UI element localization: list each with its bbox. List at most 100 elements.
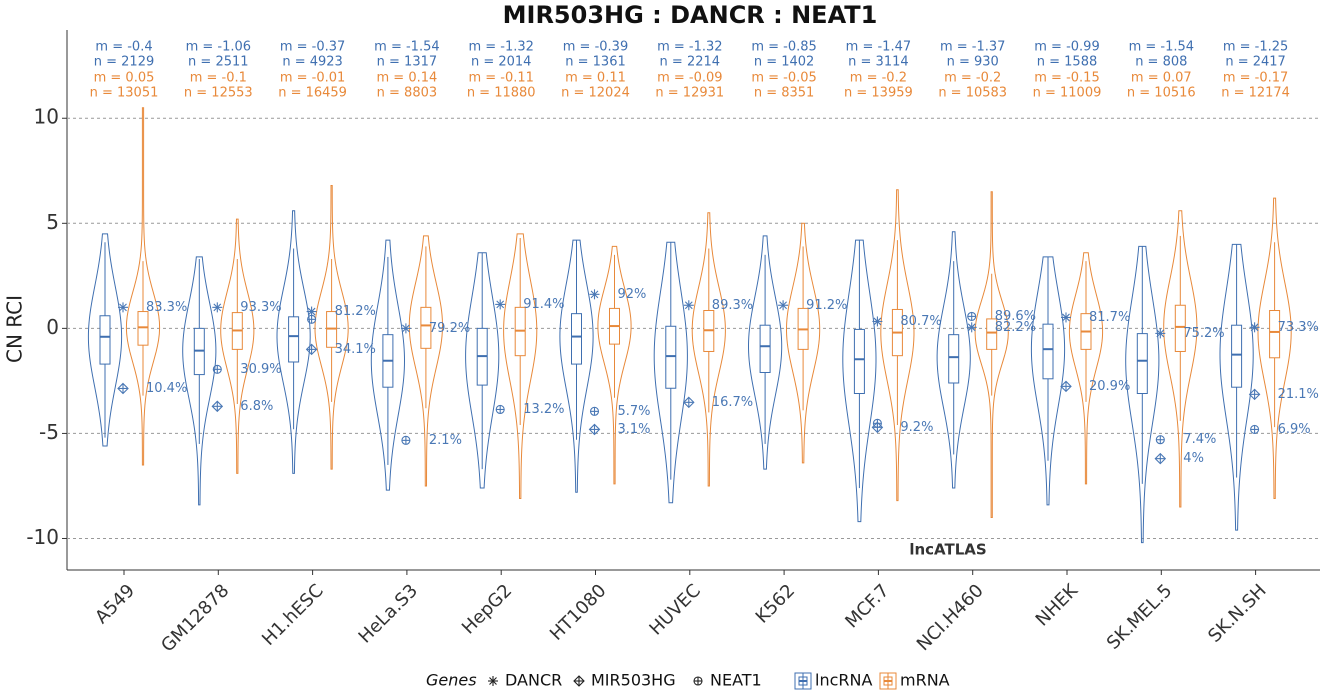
count-label: n = 1402 bbox=[754, 55, 814, 70]
count-label: n = 2511 bbox=[188, 55, 248, 70]
median-label: m = -1.06 bbox=[186, 40, 251, 55]
violin bbox=[748, 235, 783, 470]
gene-marker bbox=[573, 675, 585, 687]
marker-stroke bbox=[119, 303, 127, 312]
violin bbox=[1030, 256, 1066, 506]
violin bbox=[220, 218, 255, 474]
percent-label: 4% bbox=[1183, 451, 1204, 466]
gene-marker bbox=[967, 311, 977, 321]
gene-marker bbox=[683, 300, 694, 311]
gene-marker bbox=[683, 396, 695, 409]
percent-label: 80.7% bbox=[900, 314, 941, 329]
legend-title: Genes bbox=[426, 671, 477, 690]
median-label: m = -0.99 bbox=[1034, 40, 1099, 55]
gene-marker bbox=[212, 302, 223, 313]
gene-marker bbox=[488, 676, 498, 686]
gene-marker bbox=[1060, 380, 1072, 393]
marker-stroke bbox=[496, 300, 505, 309]
y-axis-label: CN RCI bbox=[3, 295, 27, 363]
median-label: m = -1.54 bbox=[374, 40, 439, 55]
percent-label: 79.2% bbox=[429, 321, 470, 336]
gene-marker bbox=[211, 400, 224, 413]
box bbox=[986, 318, 998, 350]
marker-stroke bbox=[590, 290, 599, 299]
violin bbox=[87, 233, 123, 447]
violin bbox=[370, 239, 406, 491]
violin bbox=[125, 107, 161, 466]
percent-label: 20.9% bbox=[1089, 379, 1130, 394]
percent-label: 81.7% bbox=[1089, 310, 1130, 325]
box bbox=[137, 311, 149, 346]
gene-marker bbox=[307, 314, 317, 324]
median-label: m = -1.25 bbox=[1223, 40, 1288, 55]
gene-marker bbox=[495, 404, 505, 415]
violin bbox=[503, 233, 538, 500]
gene-marker bbox=[693, 676, 703, 686]
legend-label: mRNA bbox=[900, 671, 950, 690]
median-label: m = 0.05 bbox=[94, 71, 155, 86]
count-label: n = 12174 bbox=[1221, 86, 1290, 101]
gene-marker bbox=[1154, 452, 1167, 465]
median-label: m = -0.09 bbox=[657, 71, 722, 86]
percent-label: 91.4% bbox=[523, 297, 564, 312]
legend-label: lncRNA bbox=[815, 671, 872, 690]
box bbox=[1042, 323, 1054, 380]
legend-label: MIR503HG bbox=[591, 671, 676, 690]
box bbox=[1136, 333, 1148, 395]
median-label: m = 0.11 bbox=[565, 71, 626, 86]
count-label: n = 12931 bbox=[655, 86, 724, 101]
median-label: m = -0.2 bbox=[850, 71, 907, 86]
legend-label: NEAT1 bbox=[710, 671, 762, 690]
marker-stroke bbox=[213, 303, 222, 312]
count-label: n = 1361 bbox=[565, 55, 625, 70]
percent-label: 75.2% bbox=[1183, 326, 1224, 341]
marker-stroke bbox=[1062, 313, 1070, 322]
gene-marker bbox=[118, 302, 128, 313]
count-label: n = 930 bbox=[947, 55, 999, 70]
marker-stroke bbox=[967, 323, 976, 332]
gene-marker bbox=[872, 316, 883, 327]
gene-marker bbox=[1250, 424, 1260, 434]
gene-marker bbox=[1155, 435, 1165, 445]
percent-label: 10.4% bbox=[146, 381, 187, 396]
percent-label: 89.3% bbox=[712, 298, 753, 313]
box bbox=[948, 334, 960, 384]
count-label: n = 13051 bbox=[90, 86, 159, 101]
violin bbox=[314, 184, 349, 470]
violin bbox=[842, 239, 877, 523]
marker-stroke bbox=[307, 307, 316, 316]
gene-marker bbox=[1061, 312, 1071, 323]
violin bbox=[974, 191, 1009, 518]
percent-label: 93.3% bbox=[240, 300, 281, 315]
percent-label: 73.3% bbox=[1278, 320, 1319, 335]
percent-label: 6.9% bbox=[1278, 422, 1311, 437]
median-label: m = -1.54 bbox=[1129, 40, 1194, 55]
count-label: n = 808 bbox=[1135, 55, 1187, 70]
gene-marker bbox=[1249, 322, 1260, 333]
gene-marker bbox=[589, 406, 600, 416]
count-label: n = 2214 bbox=[660, 55, 720, 70]
box bbox=[1231, 324, 1243, 388]
box bbox=[99, 315, 111, 365]
gene-marker bbox=[117, 382, 129, 395]
violin bbox=[936, 231, 971, 489]
percent-label: 13.2% bbox=[523, 402, 564, 417]
count-label: n = 10583 bbox=[938, 86, 1007, 101]
violin bbox=[786, 222, 821, 464]
y-tick-label: 10 bbox=[34, 105, 59, 129]
count-label: n = 11880 bbox=[467, 86, 536, 101]
y-tick-label: 0 bbox=[46, 315, 59, 339]
percent-label: 30.9% bbox=[240, 362, 281, 377]
marker-stroke bbox=[873, 317, 882, 326]
violin bbox=[276, 210, 311, 474]
violin bbox=[182, 256, 217, 506]
violin bbox=[1068, 252, 1104, 485]
median-label: m = -0.85 bbox=[751, 40, 816, 55]
violin bbox=[653, 241, 688, 504]
count-label: n = 2417 bbox=[1225, 55, 1285, 70]
median-label: m = -0.11 bbox=[468, 71, 533, 86]
percent-label: 7.4% bbox=[1183, 432, 1216, 447]
gene-marker bbox=[306, 306, 317, 317]
gene-marker bbox=[1248, 388, 1261, 401]
